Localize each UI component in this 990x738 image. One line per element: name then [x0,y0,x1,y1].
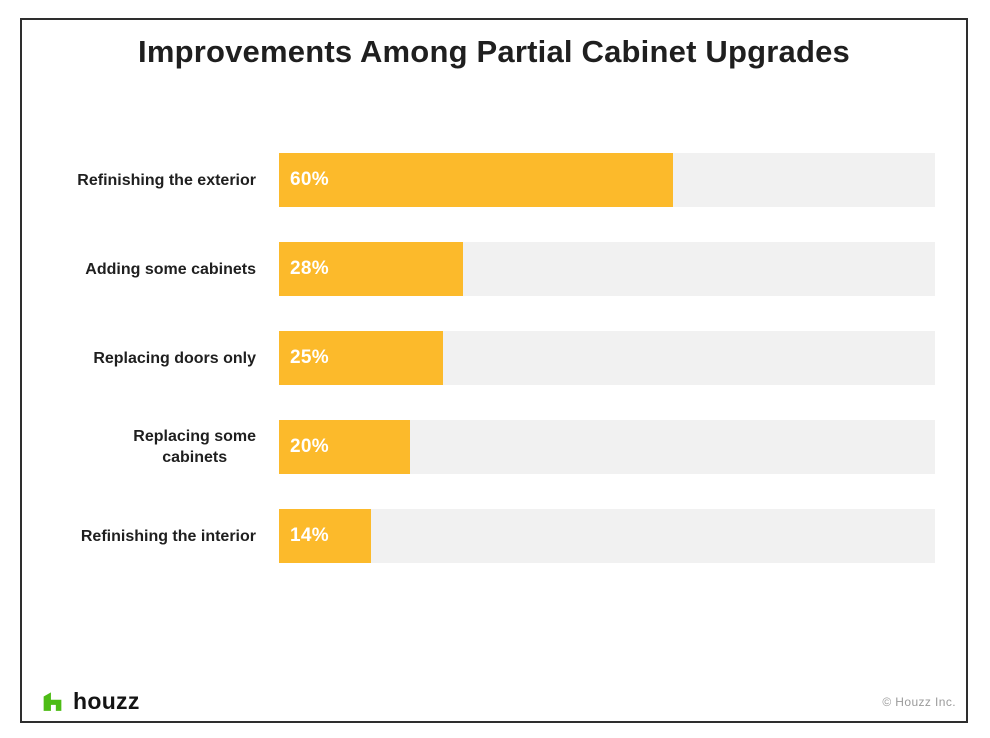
category-label-cell: Adding some cabinets [22,259,279,280]
bar-track: 14% [279,509,935,563]
category-label-cell: Replacing some cabinets [22,426,279,468]
bar-track: 28% [279,242,935,296]
value-label: 28% [290,258,329,279]
category-label-cell: Replacing doors only [22,348,279,369]
value-bar: 60% [279,153,673,207]
bar-rows: Refinishing the exterior 60% Adding some… [22,153,966,598]
bar-track: 20% [279,420,935,474]
category-label-cell: Refinishing the interior [22,526,279,547]
chart-frame: Improvements Among Partial Cabinet Upgra… [20,18,968,723]
category-label-cell: Refinishing the exterior [22,170,279,191]
chart-row: Replacing doors only 25% [22,331,966,385]
value-bar: 25% [279,331,443,385]
category-label: Replacing some cabinets [133,428,256,466]
value-bar: 14% [279,509,371,563]
value-bar: 20% [279,420,411,474]
value-label: 25% [290,347,329,368]
value-bar: 28% [279,242,463,296]
copyright-text: © Houzz Inc. [882,695,956,709]
category-label: Refinishing the exterior [77,171,256,189]
chart-row: Refinishing the exterior 60% [22,153,966,207]
chart-row: Replacing some cabinets 20% [22,420,966,474]
category-label: Refinishing the interior [80,527,256,545]
value-label: 60% [290,169,329,190]
chart-row: Adding some cabinets 28% [22,242,966,296]
category-label: Replacing doors only [93,349,256,367]
bar-track: 60% [279,153,935,207]
chart-row: Refinishing the interior 14% [22,509,966,563]
houzz-h-shape [43,692,62,711]
houzz-logo: houzz [40,688,140,715]
category-label: Adding some cabinets [85,260,256,278]
bar-track: 25% [279,331,935,385]
houzz-h-house-icon [40,689,65,714]
value-label: 20% [290,436,329,457]
houzz-wordmark: houzz [73,688,140,714]
chart-title: Improvements Among Partial Cabinet Upgra… [138,34,850,69]
value-label: 14% [290,525,329,546]
